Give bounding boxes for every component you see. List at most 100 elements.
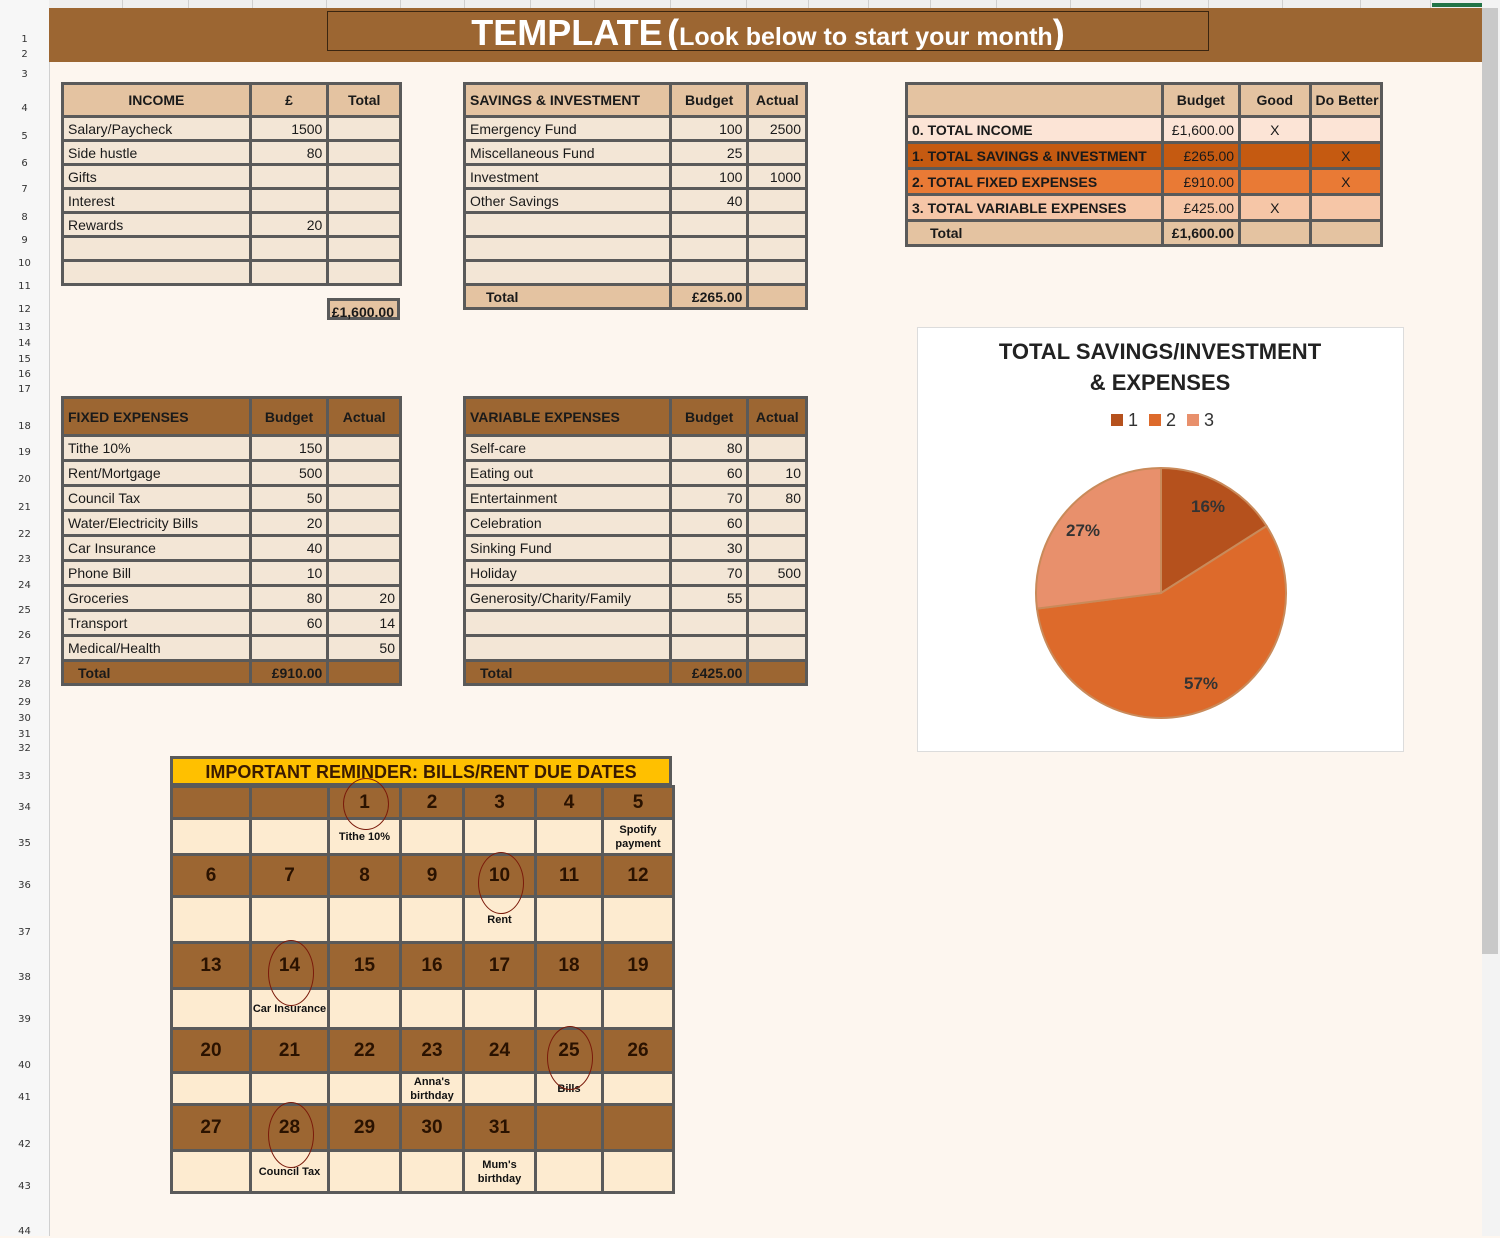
good-mark[interactable] bbox=[1238, 167, 1312, 196]
row-number[interactable]: 34 bbox=[18, 802, 31, 813]
calendar-day-note[interactable]: Council Tax bbox=[249, 1149, 330, 1194]
row-label[interactable]: Tithe 10% bbox=[61, 434, 252, 462]
row-label[interactable]: Other Savings bbox=[463, 187, 672, 214]
row-label[interactable] bbox=[463, 211, 672, 238]
column-header[interactable]: £ bbox=[248, 82, 330, 118]
column-header[interactable]: Actual bbox=[746, 82, 808, 118]
row-number[interactable]: 4 bbox=[21, 103, 28, 114]
good-mark[interactable]: X bbox=[1238, 115, 1312, 144]
summary-label[interactable]: 3. TOTAL VARIABLE EXPENSES bbox=[905, 193, 1164, 222]
calendar-day-note[interactable] bbox=[534, 987, 604, 1030]
column-header[interactable]: Budget bbox=[248, 396, 330, 437]
amount-cell[interactable]: 80 bbox=[248, 139, 330, 166]
budget-cell[interactable] bbox=[248, 634, 330, 662]
actual-cell[interactable]: 50 bbox=[326, 634, 402, 662]
do-better-mark[interactable]: X bbox=[1308, 167, 1384, 196]
amount-cell[interactable] bbox=[248, 187, 330, 214]
calendar-day-number[interactable]: 19 bbox=[601, 941, 675, 990]
budget-cell[interactable] bbox=[668, 235, 750, 262]
summary-budget[interactable]: £425.00 bbox=[1160, 193, 1242, 222]
calendar-day-number[interactable]: 8 bbox=[327, 853, 402, 898]
row-label[interactable]: Phone Bill bbox=[61, 559, 252, 587]
row-label[interactable]: Entertainment bbox=[463, 484, 672, 512]
row-number[interactable]: 12 bbox=[18, 304, 31, 315]
calendar-day-number[interactable]: 31 bbox=[462, 1103, 537, 1152]
actual-cell[interactable] bbox=[746, 187, 808, 214]
total-cell[interactable] bbox=[326, 163, 402, 190]
budget-cell[interactable]: 10 bbox=[248, 559, 330, 587]
row-label[interactable] bbox=[463, 634, 672, 662]
column-header[interactable]: Do Better bbox=[1308, 82, 1384, 118]
calendar-day-number[interactable] bbox=[601, 1103, 675, 1152]
total-cell[interactable] bbox=[326, 259, 402, 286]
row-number[interactable]: 44 bbox=[18, 1226, 31, 1237]
actual-cell[interactable] bbox=[746, 434, 808, 462]
amount-cell[interactable] bbox=[248, 259, 330, 286]
calendar-day-number[interactable]: 30 bbox=[399, 1103, 465, 1152]
actual-cell[interactable]: 500 bbox=[746, 559, 808, 587]
actual-cell[interactable] bbox=[746, 584, 808, 612]
calendar-day-note[interactable]: Spotify payment bbox=[601, 817, 675, 856]
actual-cell[interactable] bbox=[746, 509, 808, 537]
row-label[interactable]: Holiday bbox=[463, 559, 672, 587]
calendar-day-note[interactable] bbox=[601, 1149, 675, 1194]
row-number[interactable]: 33 bbox=[18, 771, 31, 782]
budget-cell[interactable]: 60 bbox=[668, 459, 750, 487]
row-number[interactable]: 36 bbox=[18, 880, 31, 891]
calendar-day-number[interactable]: 6 bbox=[170, 853, 252, 898]
calendar-day-note[interactable] bbox=[327, 987, 402, 1030]
budget-cell[interactable] bbox=[668, 609, 750, 637]
calendar-day-number[interactable]: 9 bbox=[399, 853, 465, 898]
row-number[interactable]: 15 bbox=[18, 354, 31, 365]
total-label[interactable]: Total bbox=[463, 283, 672, 310]
budget-cell[interactable]: 20 bbox=[248, 509, 330, 537]
row-number[interactable]: 24 bbox=[18, 580, 31, 591]
pie-slice[interactable] bbox=[1035, 524, 1287, 719]
actual-cell[interactable]: 80 bbox=[746, 484, 808, 512]
calendar-day-note[interactable] bbox=[462, 817, 537, 856]
calendar-day-number[interactable]: 3 bbox=[462, 785, 537, 820]
actual-cell[interactable] bbox=[326, 434, 402, 462]
calendar-day-note[interactable] bbox=[534, 817, 604, 856]
calendar-day-note[interactable]: Mum's birthday bbox=[462, 1149, 537, 1194]
budget-cell[interactable]: 40 bbox=[248, 534, 330, 562]
budget-cell[interactable]: 25 bbox=[668, 139, 750, 166]
calendar-day-number[interactable]: 20 bbox=[170, 1027, 252, 1074]
row-number[interactable]: 13 bbox=[18, 322, 31, 333]
income-total[interactable]: £1,600.00 bbox=[327, 298, 400, 320]
actual-cell[interactable]: 14 bbox=[326, 609, 402, 637]
calendar-day-number[interactable]: 16 bbox=[399, 941, 465, 990]
actual-cell[interactable] bbox=[746, 609, 808, 637]
actual-cell[interactable] bbox=[746, 259, 808, 286]
calendar-day-number[interactable]: 26 bbox=[601, 1027, 675, 1074]
row-number[interactable]: 8 bbox=[21, 212, 28, 223]
calendar-day-note[interactable] bbox=[170, 817, 252, 856]
row-label[interactable]: Generosity/Charity/Family bbox=[463, 584, 672, 612]
summary-label[interactable]: 0. TOTAL INCOME bbox=[905, 115, 1164, 144]
calendar-day-note[interactable] bbox=[170, 1149, 252, 1194]
row-number[interactable]: 20 bbox=[18, 474, 31, 485]
budget-cell[interactable] bbox=[668, 259, 750, 286]
calendar-day-note[interactable] bbox=[249, 817, 330, 856]
total-cell[interactable] bbox=[326, 211, 402, 238]
column-header[interactable] bbox=[905, 82, 1164, 118]
calendar-day-number[interactable]: 29 bbox=[327, 1103, 402, 1152]
amount-cell[interactable]: 1500 bbox=[248, 115, 330, 142]
row-label[interactable]: Miscellaneous Fund bbox=[463, 139, 672, 166]
row-label[interactable]: Council Tax bbox=[61, 484, 252, 512]
calendar-day-note[interactable] bbox=[327, 1071, 402, 1106]
pie-slice[interactable] bbox=[1160, 466, 1268, 595]
total-label[interactable]: Total bbox=[905, 219, 1164, 247]
total-cell[interactable] bbox=[326, 139, 402, 166]
budget-cell[interactable]: 55 bbox=[668, 584, 750, 612]
calendar-day-number[interactable] bbox=[249, 785, 330, 820]
column-header[interactable]: Budget bbox=[668, 82, 750, 118]
row-label[interactable]: Gifts bbox=[61, 163, 252, 190]
calendar-day-note[interactable]: Rent bbox=[462, 895, 537, 944]
calendar-day-number[interactable]: 17 bbox=[462, 941, 537, 990]
budget-cell[interactable] bbox=[668, 211, 750, 238]
do-better-mark[interactable]: X bbox=[1308, 141, 1384, 170]
row-label[interactable]: Emergency Fund bbox=[463, 115, 672, 142]
calendar-day-note[interactable]: Anna's birthday bbox=[399, 1071, 465, 1106]
row-number[interactable]: 10 bbox=[18, 258, 31, 269]
